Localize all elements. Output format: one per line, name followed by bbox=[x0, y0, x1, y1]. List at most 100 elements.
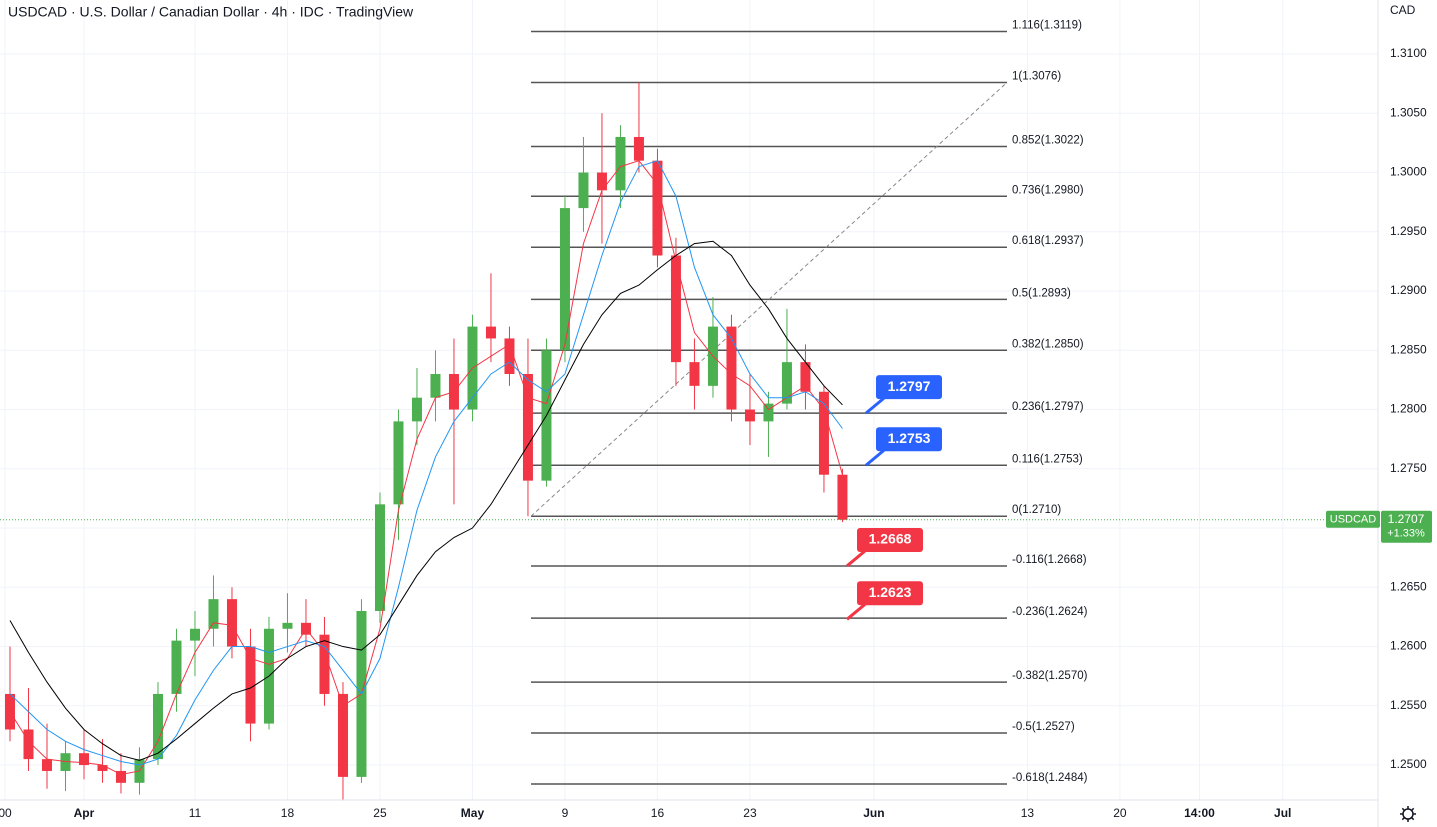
x-tick-label: Jul bbox=[1274, 806, 1291, 820]
candle-body bbox=[115, 770, 126, 783]
candle-body bbox=[78, 753, 89, 766]
y-tick-label: 1.2750 bbox=[1390, 461, 1427, 475]
candle-body bbox=[337, 693, 348, 777]
fib-label: 1.116(1.3119) bbox=[1012, 20, 1082, 32]
candle-body bbox=[282, 622, 293, 629]
candle-body bbox=[485, 326, 496, 339]
candle-body bbox=[596, 172, 607, 191]
callout-box bbox=[876, 427, 942, 452]
candle-body bbox=[393, 421, 404, 505]
x-tick-label: 14:00 bbox=[1184, 806, 1215, 820]
callout-box bbox=[876, 375, 942, 400]
x-tick-label: Apr bbox=[74, 806, 95, 820]
callout-label: 1.2753 bbox=[888, 430, 931, 446]
callout-pointer bbox=[865, 449, 885, 467]
chart-title: USDCAD · U.S. Dollar / Canadian Dollar ·… bbox=[8, 4, 414, 20]
y-tick-label: 1.2850 bbox=[1390, 342, 1427, 356]
currency-label: CAD bbox=[1390, 3, 1416, 17]
x-tick-label: 16 bbox=[651, 806, 665, 820]
callout-box bbox=[857, 527, 923, 552]
candle-body bbox=[189, 628, 200, 641]
candle-body bbox=[41, 759, 52, 771]
y-tick-label: 1.2550 bbox=[1390, 698, 1427, 712]
fib-label: 0.382(1.2850) bbox=[1012, 338, 1084, 350]
symbol-tag-label: USDCAD bbox=[1330, 514, 1377, 526]
settings-icon[interactable] bbox=[1400, 806, 1416, 822]
x-tick-label: 00 bbox=[0, 806, 12, 820]
y-tick-label: 1.2900 bbox=[1390, 283, 1427, 297]
candle-body bbox=[726, 326, 737, 410]
candle-body bbox=[800, 362, 811, 392]
y-tick-label: 1.3100 bbox=[1390, 46, 1427, 60]
candle-body bbox=[23, 729, 34, 760]
x-tick-label: 11 bbox=[189, 806, 202, 820]
fib-label: 0.5(1.2893) bbox=[1012, 287, 1071, 299]
candle-body bbox=[763, 403, 774, 422]
candle-body bbox=[319, 634, 330, 694]
callout-pointer bbox=[865, 396, 885, 415]
x-tick-label: 25 bbox=[373, 806, 387, 820]
fib-trend-line bbox=[530, 82, 1008, 517]
moving-average bbox=[9, 160, 843, 766]
candle-body bbox=[171, 640, 182, 694]
callout-label: 1.2797 bbox=[888, 378, 931, 394]
candle-body bbox=[226, 599, 237, 647]
x-tick-label: Jun bbox=[863, 806, 884, 820]
price-tag bbox=[1381, 510, 1432, 543]
candle-body bbox=[208, 599, 219, 629]
fib-label: -0.5(1.2527) bbox=[1012, 721, 1075, 733]
y-tick-label: 1.2600 bbox=[1390, 639, 1427, 653]
candle-body bbox=[504, 338, 515, 374]
candle-body bbox=[670, 255, 681, 363]
y-tick-label: 1.2500 bbox=[1390, 757, 1427, 771]
fib-label: -0.116(1.2668) bbox=[1012, 554, 1087, 566]
candle-body bbox=[97, 765, 108, 771]
y-tick-label: 1.2950 bbox=[1390, 224, 1427, 238]
price-tag-value: 1.2707 bbox=[1388, 512, 1425, 526]
moving-average bbox=[9, 240, 843, 761]
candle-body bbox=[652, 160, 663, 256]
candle-body bbox=[60, 753, 71, 771]
x-tick-label: 9 bbox=[562, 806, 569, 820]
fib-label: 0.236(1.2797) bbox=[1012, 401, 1084, 413]
y-tick-label: 1.3000 bbox=[1390, 165, 1427, 179]
candle-body bbox=[818, 391, 829, 475]
callout-pointer bbox=[846, 603, 866, 621]
x-tick-label: 18 bbox=[281, 806, 295, 820]
candle-body bbox=[689, 362, 700, 386]
candle-body bbox=[578, 172, 589, 209]
candle-body bbox=[411, 397, 422, 422]
candle-body bbox=[522, 373, 533, 481]
y-tick-label: 1.2650 bbox=[1390, 579, 1427, 593]
symbol-tag bbox=[1326, 510, 1380, 528]
y-tick-label: 1.2800 bbox=[1390, 402, 1427, 416]
candle-body bbox=[744, 409, 755, 422]
grid bbox=[0, 0, 1378, 800]
x-tick-label: 23 bbox=[743, 806, 757, 820]
y-tick-label: 1.3050 bbox=[1390, 105, 1427, 119]
callout-label: 1.2668 bbox=[869, 531, 912, 547]
fib-label: -0.382(1.2570) bbox=[1012, 670, 1088, 682]
moving-average bbox=[9, 160, 843, 776]
plot: 1.116(1.3119) 1(1.3076) 0.852(1.3022) 0.736… bbox=[0, 20, 1378, 801]
price-tag-change: +1.33% bbox=[1387, 528, 1425, 540]
fib-label: 1(1.3076) bbox=[1012, 71, 1061, 83]
candle-body bbox=[559, 208, 570, 351]
fib-label: 0.618(1.2937) bbox=[1012, 235, 1084, 247]
candle-body bbox=[245, 646, 256, 724]
fib-label: 0.736(1.2980) bbox=[1012, 184, 1084, 196]
x-tick-label: 20 bbox=[1113, 806, 1127, 820]
candle-body bbox=[374, 504, 385, 611]
candle-body bbox=[152, 693, 163, 760]
callout-box bbox=[857, 581, 923, 606]
candle-body bbox=[837, 474, 848, 520]
x-tick-label: May bbox=[461, 806, 485, 820]
candle-body bbox=[615, 136, 626, 191]
fib-label: 0.852(1.3022) bbox=[1012, 134, 1084, 146]
x-tick-label: 13 bbox=[1021, 806, 1035, 820]
fib-label: 0(1.2710) bbox=[1012, 504, 1061, 516]
callout-label: 1.2623 bbox=[869, 584, 912, 600]
callout-pointer bbox=[846, 549, 866, 568]
